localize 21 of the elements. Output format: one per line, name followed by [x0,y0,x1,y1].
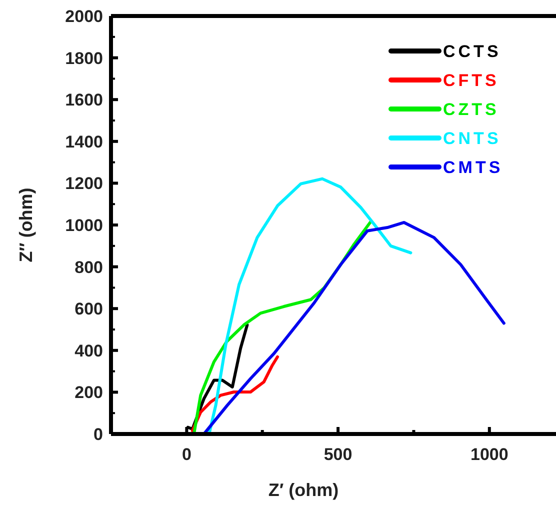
x-tick-label: 0 [182,445,192,464]
y-tick-label: 2000 [65,6,103,26]
y-tick-label: 600 [74,300,103,319]
legend-label: CZTS [443,100,500,119]
x-tick-label: 1000 [470,445,508,464]
legend-label: CCTS [443,42,502,61]
legend-label: CMTS [443,158,504,177]
y-tick-label: 1800 [65,48,103,68]
y-axis-title: Z″ (ohm) [16,188,36,262]
y-tick-label: 400 [74,341,103,360]
y-tick-label: 200 [74,383,103,402]
y-tick-label: 800 [74,258,103,277]
x-tick-label: 500 [324,445,352,464]
y-tick-label: 1600 [65,90,103,110]
legend-label: CFTS [443,70,500,90]
y-tick-label: 1000 [65,216,103,235]
y-tick-label: 1200 [65,174,103,194]
y-tick-label: 0 [94,424,103,444]
y-tick-label: 1400 [65,132,103,152]
x-axis-title: Z′ (ohm) [268,480,339,500]
legend-label: CNTS [443,128,502,148]
